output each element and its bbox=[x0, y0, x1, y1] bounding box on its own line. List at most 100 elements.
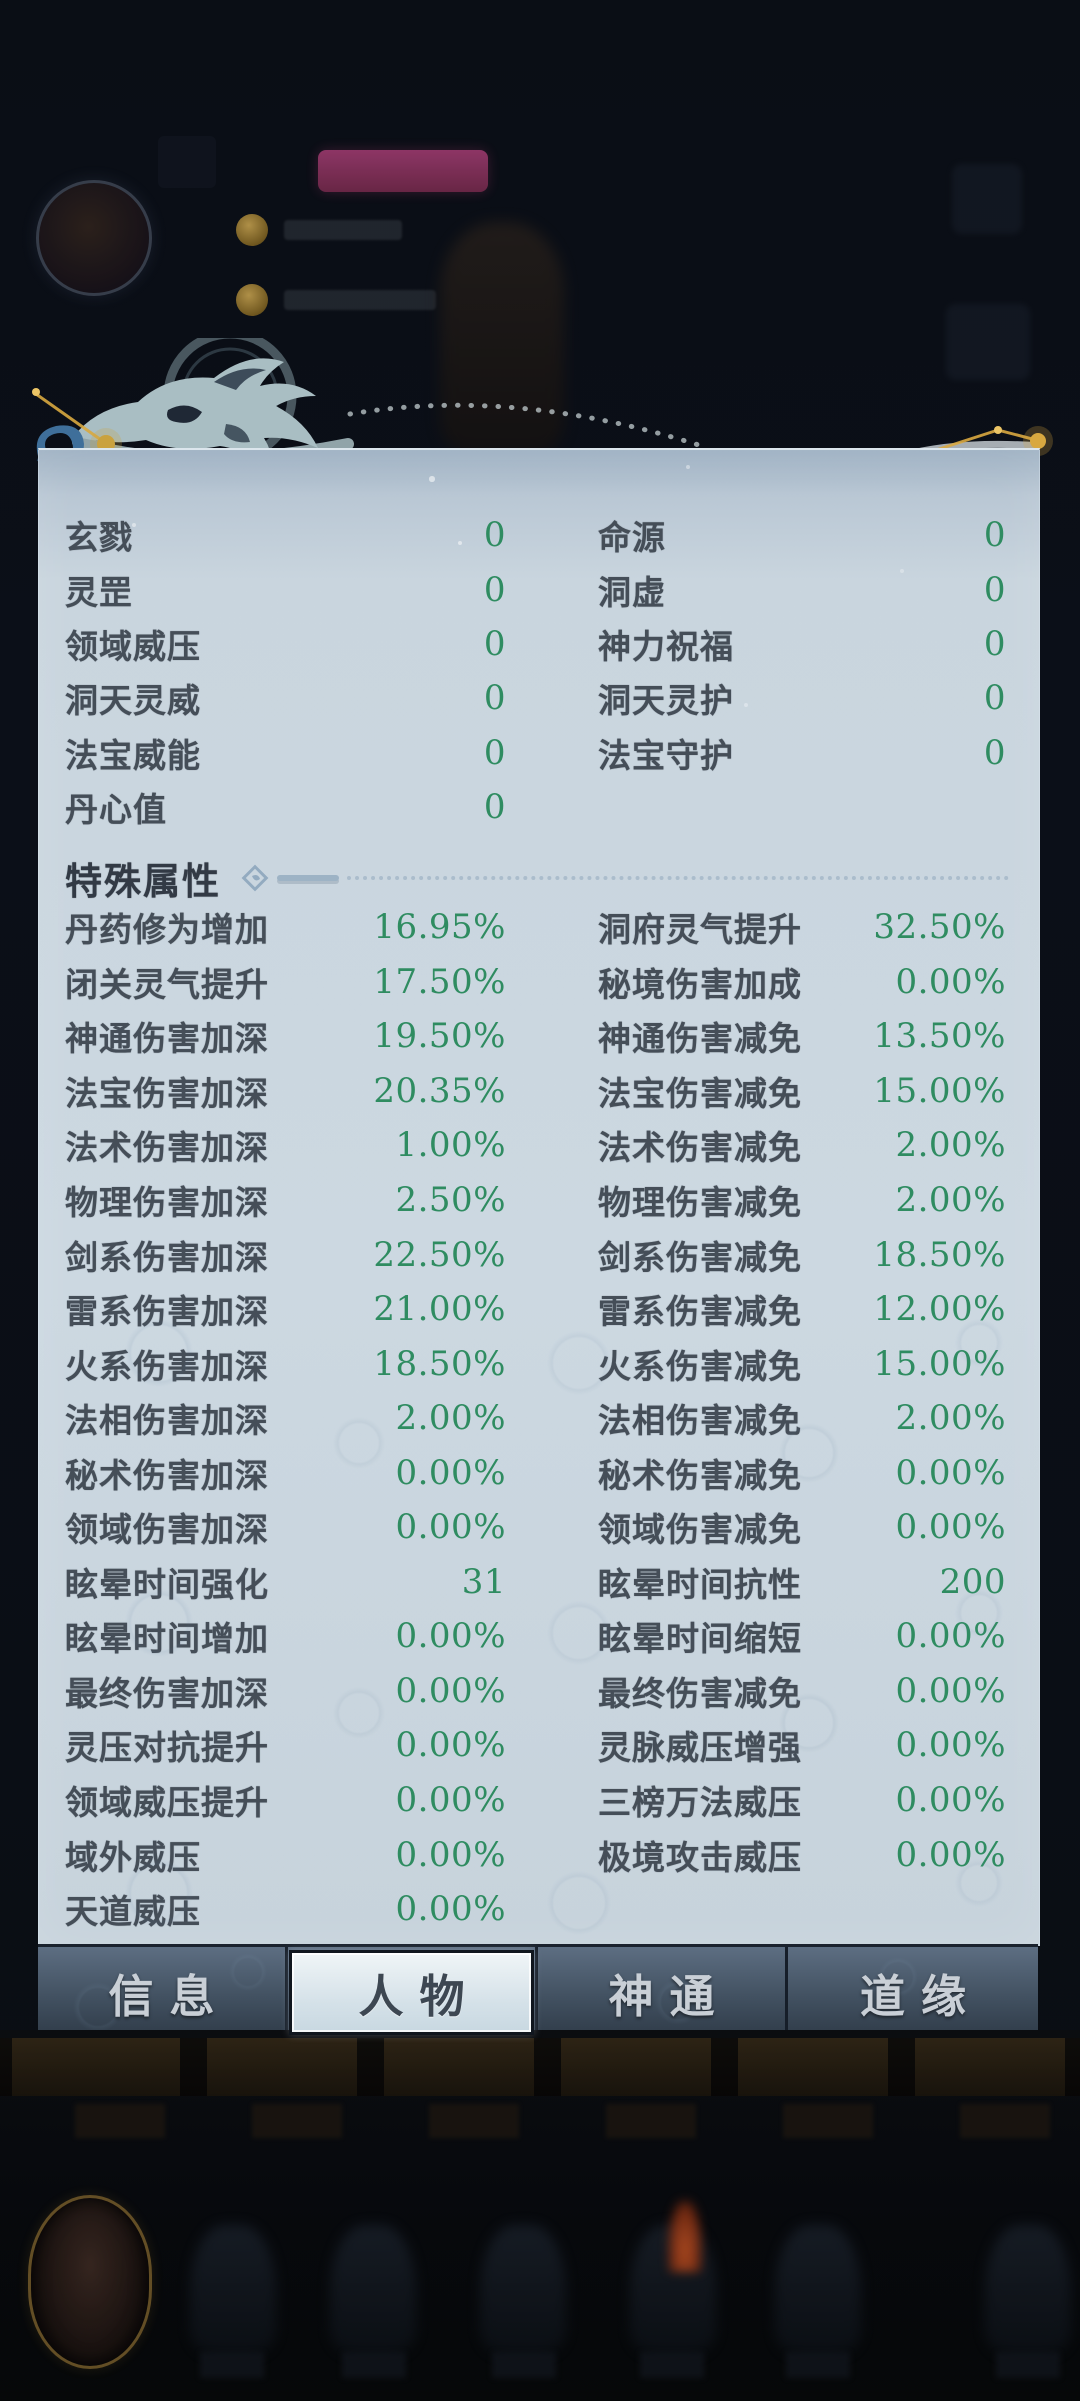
statue-ghost bbox=[330, 2225, 416, 2355]
attribute-label: 法术伤害减免 bbox=[598, 1128, 802, 1168]
attribute-row: 天道威压 0.00% bbox=[65, 1882, 506, 1937]
attribute-label: 雷系伤害加深 bbox=[65, 1292, 269, 1332]
attribute-label: 剑系伤害减免 bbox=[598, 1237, 802, 1277]
attribute-label: 法宝守护 bbox=[598, 735, 734, 775]
attribute-value: 0 bbox=[483, 787, 506, 828]
attribute-value: 0.00% bbox=[895, 1616, 1006, 1657]
attribute-value: 0.00% bbox=[395, 1834, 506, 1875]
title-banner bbox=[318, 150, 488, 192]
attribute-row: 命源 0 bbox=[598, 508, 1006, 562]
attribute-value: 0.00% bbox=[395, 1670, 506, 1711]
attribute-row: 玄戮 0 bbox=[65, 508, 506, 562]
tab-item[interactable]: 信息 bbox=[38, 1947, 288, 2038]
attribute-label: 雷系伤害减免 bbox=[598, 1292, 802, 1332]
attribute-label: 法宝伤害加深 bbox=[65, 1073, 269, 1113]
statue-ghost bbox=[480, 2225, 566, 2355]
attribute-value: 0 bbox=[983, 623, 1006, 664]
tab-list: 信息 人物 神通 道缘 bbox=[38, 1947, 1038, 2038]
attribute-value: 0 bbox=[483, 569, 506, 610]
attribute-label: 丹心值 bbox=[65, 790, 167, 830]
attribute-value: 0 bbox=[983, 732, 1006, 773]
attribute-row: 领域威压 0 bbox=[65, 617, 506, 671]
attribute-label: 神力祝福 bbox=[598, 626, 734, 666]
attribute-row: 神通伤害减免 13.50% bbox=[598, 1009, 1006, 1064]
attribute-value: 0.00% bbox=[895, 1834, 1006, 1875]
tab-item[interactable]: 人物 bbox=[288, 1947, 538, 2038]
attribute-label: 域外威压 bbox=[65, 1837, 201, 1877]
attribute-row: 神力祝福 0 bbox=[598, 617, 1006, 671]
portrait-frame bbox=[28, 2195, 152, 2369]
attribute-row: 洞天灵护 0 bbox=[598, 671, 1006, 725]
attribute-row: 灵脉威压增强 0.00% bbox=[598, 1718, 1006, 1773]
attribute-value: 0 bbox=[483, 515, 506, 556]
attribute-row: 秘术伤害减免 0.00% bbox=[598, 1445, 1006, 1500]
attribute-label: 神通伤害减免 bbox=[598, 1019, 802, 1059]
attribute-value: 0 bbox=[483, 732, 506, 773]
attribute-value: 13.50% bbox=[873, 1016, 1006, 1057]
attribute-label: 洞天灵威 bbox=[65, 681, 201, 721]
label-ghost bbox=[640, 2352, 704, 2378]
attribute-row: 眩晕时间增加 0.00% bbox=[65, 1609, 506, 1664]
attribute-label: 天道威压 bbox=[65, 1892, 201, 1932]
tab-item[interactable]: 神通 bbox=[538, 1947, 788, 2038]
attribute-value: 22.50% bbox=[373, 1234, 506, 1275]
attribute-label: 灵脉威压增强 bbox=[598, 1728, 802, 1768]
attribute-row: 域外威压 0.00% bbox=[65, 1827, 506, 1882]
currency-amount-ghost bbox=[284, 290, 436, 310]
attribute-label: 玄戮 bbox=[65, 518, 133, 558]
attribute-row: 眩晕时间缩短 0.00% bbox=[598, 1609, 1006, 1664]
attribute-label: 秘术伤害减免 bbox=[598, 1455, 802, 1495]
attribute-value: 15.00% bbox=[873, 1343, 1006, 1384]
attribute-row: 雷系伤害加深 21.00% bbox=[65, 1282, 506, 1337]
attribute-label: 法相伤害加深 bbox=[65, 1401, 269, 1441]
attribute-row: 剑系伤害减免 18.50% bbox=[598, 1227, 1006, 1282]
attribute-label: 神通伤害加深 bbox=[65, 1019, 269, 1059]
dark-chip bbox=[158, 136, 216, 188]
attribute-row: 眩晕时间抗性 200 bbox=[598, 1555, 1006, 1610]
attribute-row: 法术伤害减免 2.00% bbox=[598, 1118, 1006, 1173]
currency-amount-ghost bbox=[284, 220, 402, 240]
attribute-value: 0.00% bbox=[395, 1452, 506, 1493]
attributes-panel: 玄戮 0 命源 0 灵罡 0 洞虚 0 bbox=[38, 448, 1040, 1946]
attribute-label: 法术伤害加深 bbox=[65, 1128, 269, 1168]
attribute-label: 法宝伤害减免 bbox=[598, 1073, 802, 1113]
tab-label: 人物 bbox=[358, 1970, 481, 2023]
tab-label: 信息 bbox=[108, 1970, 231, 2023]
label-ghost bbox=[996, 2352, 1060, 2378]
attribute-row: 最终伤害加深 0.00% bbox=[65, 1664, 506, 1719]
attribute-label: 眩晕时间抗性 bbox=[598, 1564, 802, 1604]
attribute-label: 火系伤害减免 bbox=[598, 1346, 802, 1386]
attribute-row: 洞府灵气提升 32.50% bbox=[598, 900, 1006, 955]
attribute-label: 灵压对抗提升 bbox=[65, 1728, 269, 1768]
attribute-row: 灵罡 0 bbox=[65, 562, 506, 616]
attribute-value: 2.00% bbox=[895, 1125, 1006, 1166]
attribute-row: 洞天灵威 0 bbox=[65, 671, 506, 725]
label-ghost bbox=[342, 2352, 406, 2378]
dimmed-slot-labels bbox=[0, 2104, 1080, 2138]
attribute-row: 三榜万法威压 0.00% bbox=[598, 1773, 1006, 1828]
star-speckles bbox=[39, 450, 41, 452]
attribute-row: 领域伤害减免 0.00% bbox=[598, 1500, 1006, 1555]
attribute-value: 17.50% bbox=[373, 961, 506, 1002]
attribute-label: 物理伤害减免 bbox=[598, 1183, 802, 1222]
attribute-row: 洞虚 0 bbox=[598, 562, 1006, 616]
attribute-value: 2.50% bbox=[395, 1180, 506, 1220]
label-ghost bbox=[786, 2352, 850, 2378]
tab-item[interactable]: 道缘 bbox=[788, 1947, 1038, 2038]
attribute-value: 0.00% bbox=[395, 1725, 506, 1766]
statue-ghost bbox=[190, 2225, 276, 2355]
attribute-label: 法宝威能 bbox=[65, 735, 201, 775]
attribute-value: 18.50% bbox=[373, 1343, 506, 1384]
attribute-row: 灵压对抗提升 0.00% bbox=[65, 1718, 506, 1773]
attribute-value: 2.00% bbox=[395, 1398, 506, 1439]
currency-icon bbox=[236, 284, 268, 316]
attribute-row: 法相伤害加深 2.00% bbox=[65, 1391, 506, 1446]
attribute-label: 领域伤害减免 bbox=[598, 1510, 802, 1550]
attribute-row: 火系伤害减免 15.00% bbox=[598, 1336, 1006, 1391]
attribute-value: 32.50% bbox=[873, 907, 1006, 948]
attribute-label: 眩晕时间增加 bbox=[65, 1619, 269, 1659]
attribute-value: 0 bbox=[483, 678, 506, 719]
attribute-value: 0.00% bbox=[395, 1507, 506, 1548]
attribute-row: 领域威压提升 0.00% bbox=[65, 1773, 506, 1828]
attribute-row: 火系伤害加深 18.50% bbox=[65, 1336, 506, 1391]
